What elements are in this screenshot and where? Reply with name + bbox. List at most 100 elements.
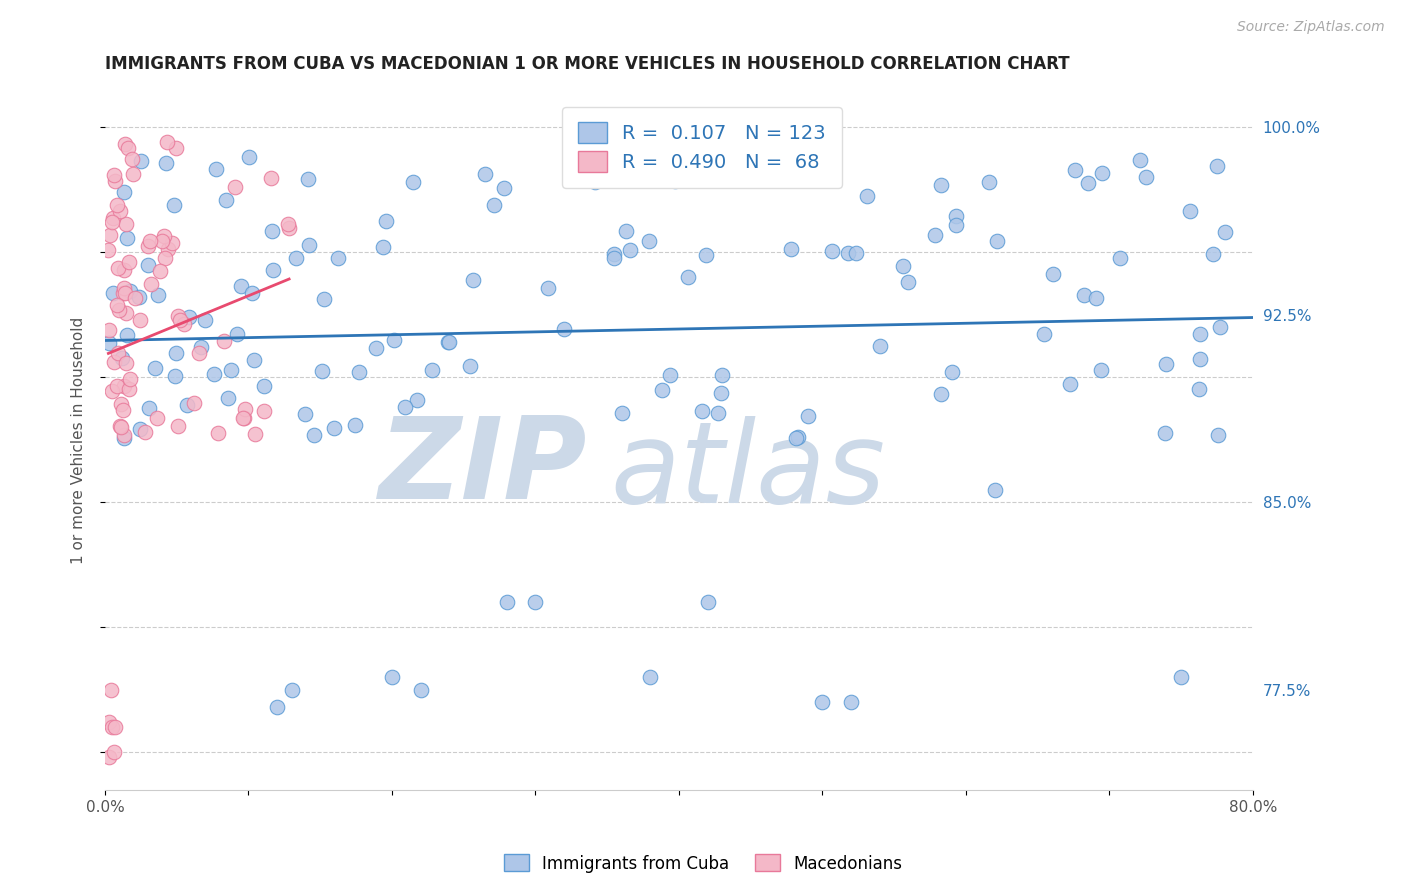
Point — [1206, 428, 1229, 442]
Point — [382, 333, 405, 347]
Point — [1188, 382, 1211, 396]
Point — [111, 402, 134, 417]
Point — [461, 273, 484, 287]
Point — [115, 356, 138, 370]
Point — [190, 340, 212, 354]
Point — [612, 406, 634, 420]
Point — [1059, 376, 1081, 391]
Point — [929, 386, 952, 401]
Point — [103, 355, 125, 369]
Point — [100, 682, 122, 697]
Point — [821, 244, 844, 258]
Point — [696, 595, 718, 609]
Point — [229, 279, 252, 293]
Point — [240, 285, 263, 300]
Point — [278, 221, 301, 235]
Point — [111, 285, 134, 300]
Point — [173, 317, 195, 331]
Point — [202, 368, 225, 382]
Point — [1077, 177, 1099, 191]
Point — [243, 352, 266, 367]
Point — [1109, 252, 1132, 266]
Point — [146, 288, 169, 302]
Point — [1084, 291, 1107, 305]
Point — [115, 231, 138, 245]
Point — [796, 409, 818, 423]
Point — [619, 243, 641, 257]
Point — [101, 215, 124, 229]
Point — [375, 214, 398, 228]
Point — [115, 328, 138, 343]
Point — [105, 198, 128, 212]
Point — [614, 224, 637, 238]
Point — [179, 310, 201, 325]
Point — [217, 391, 239, 405]
Point — [176, 399, 198, 413]
Point — [373, 240, 395, 254]
Point — [839, 695, 862, 709]
Point — [474, 167, 496, 181]
Point — [294, 407, 316, 421]
Point — [640, 670, 662, 684]
Point — [112, 262, 135, 277]
Point — [163, 369, 186, 384]
Point — [97, 335, 120, 350]
Point — [1154, 357, 1177, 371]
Point — [153, 252, 176, 266]
Point — [1064, 162, 1087, 177]
Point — [786, 430, 808, 444]
Point — [709, 386, 731, 401]
Point — [136, 258, 159, 272]
Point — [1135, 169, 1157, 184]
Point — [394, 401, 416, 415]
Point — [326, 251, 349, 265]
Point — [253, 379, 276, 393]
Point — [253, 403, 276, 417]
Point — [138, 401, 160, 416]
Point — [1091, 166, 1114, 180]
Point — [1170, 670, 1192, 684]
Text: ZIP: ZIP — [378, 412, 588, 524]
Point — [98, 228, 121, 243]
Point — [112, 379, 135, 393]
Point — [124, 291, 146, 305]
Legend: Immigrants from Cuba, Macedonians: Immigrants from Cuba, Macedonians — [498, 847, 908, 880]
Point — [212, 334, 235, 348]
Point — [676, 269, 699, 284]
Point — [110, 204, 132, 219]
Point — [855, 189, 877, 203]
Point — [710, 368, 733, 383]
Point — [238, 150, 260, 164]
Point — [232, 410, 254, 425]
Point — [322, 421, 344, 435]
Point — [311, 364, 333, 378]
Point — [1213, 225, 1236, 239]
Point — [121, 168, 143, 182]
Point — [157, 242, 180, 256]
Point — [219, 363, 242, 377]
Point — [1209, 319, 1232, 334]
Point — [117, 141, 139, 155]
Point — [115, 217, 138, 231]
Point — [243, 427, 266, 442]
Point — [121, 153, 143, 167]
Point — [659, 368, 682, 382]
Point — [977, 175, 1000, 189]
Point — [110, 420, 132, 434]
Point — [101, 211, 124, 226]
Point — [235, 401, 257, 416]
Point — [101, 286, 124, 301]
Point — [118, 383, 141, 397]
Point — [167, 418, 190, 433]
Point — [134, 425, 156, 439]
Point — [983, 483, 1005, 497]
Point — [929, 178, 952, 192]
Point — [165, 141, 187, 155]
Point — [492, 180, 515, 194]
Point — [690, 403, 713, 417]
Point — [183, 396, 205, 410]
Text: Source: ZipAtlas.com: Source: ZipAtlas.com — [1237, 20, 1385, 34]
Point — [837, 245, 859, 260]
Point — [314, 292, 336, 306]
Point — [155, 156, 177, 170]
